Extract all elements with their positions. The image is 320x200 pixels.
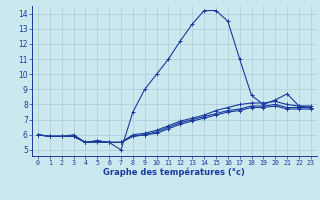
X-axis label: Graphe des températures (°c): Graphe des températures (°c): [103, 168, 245, 177]
